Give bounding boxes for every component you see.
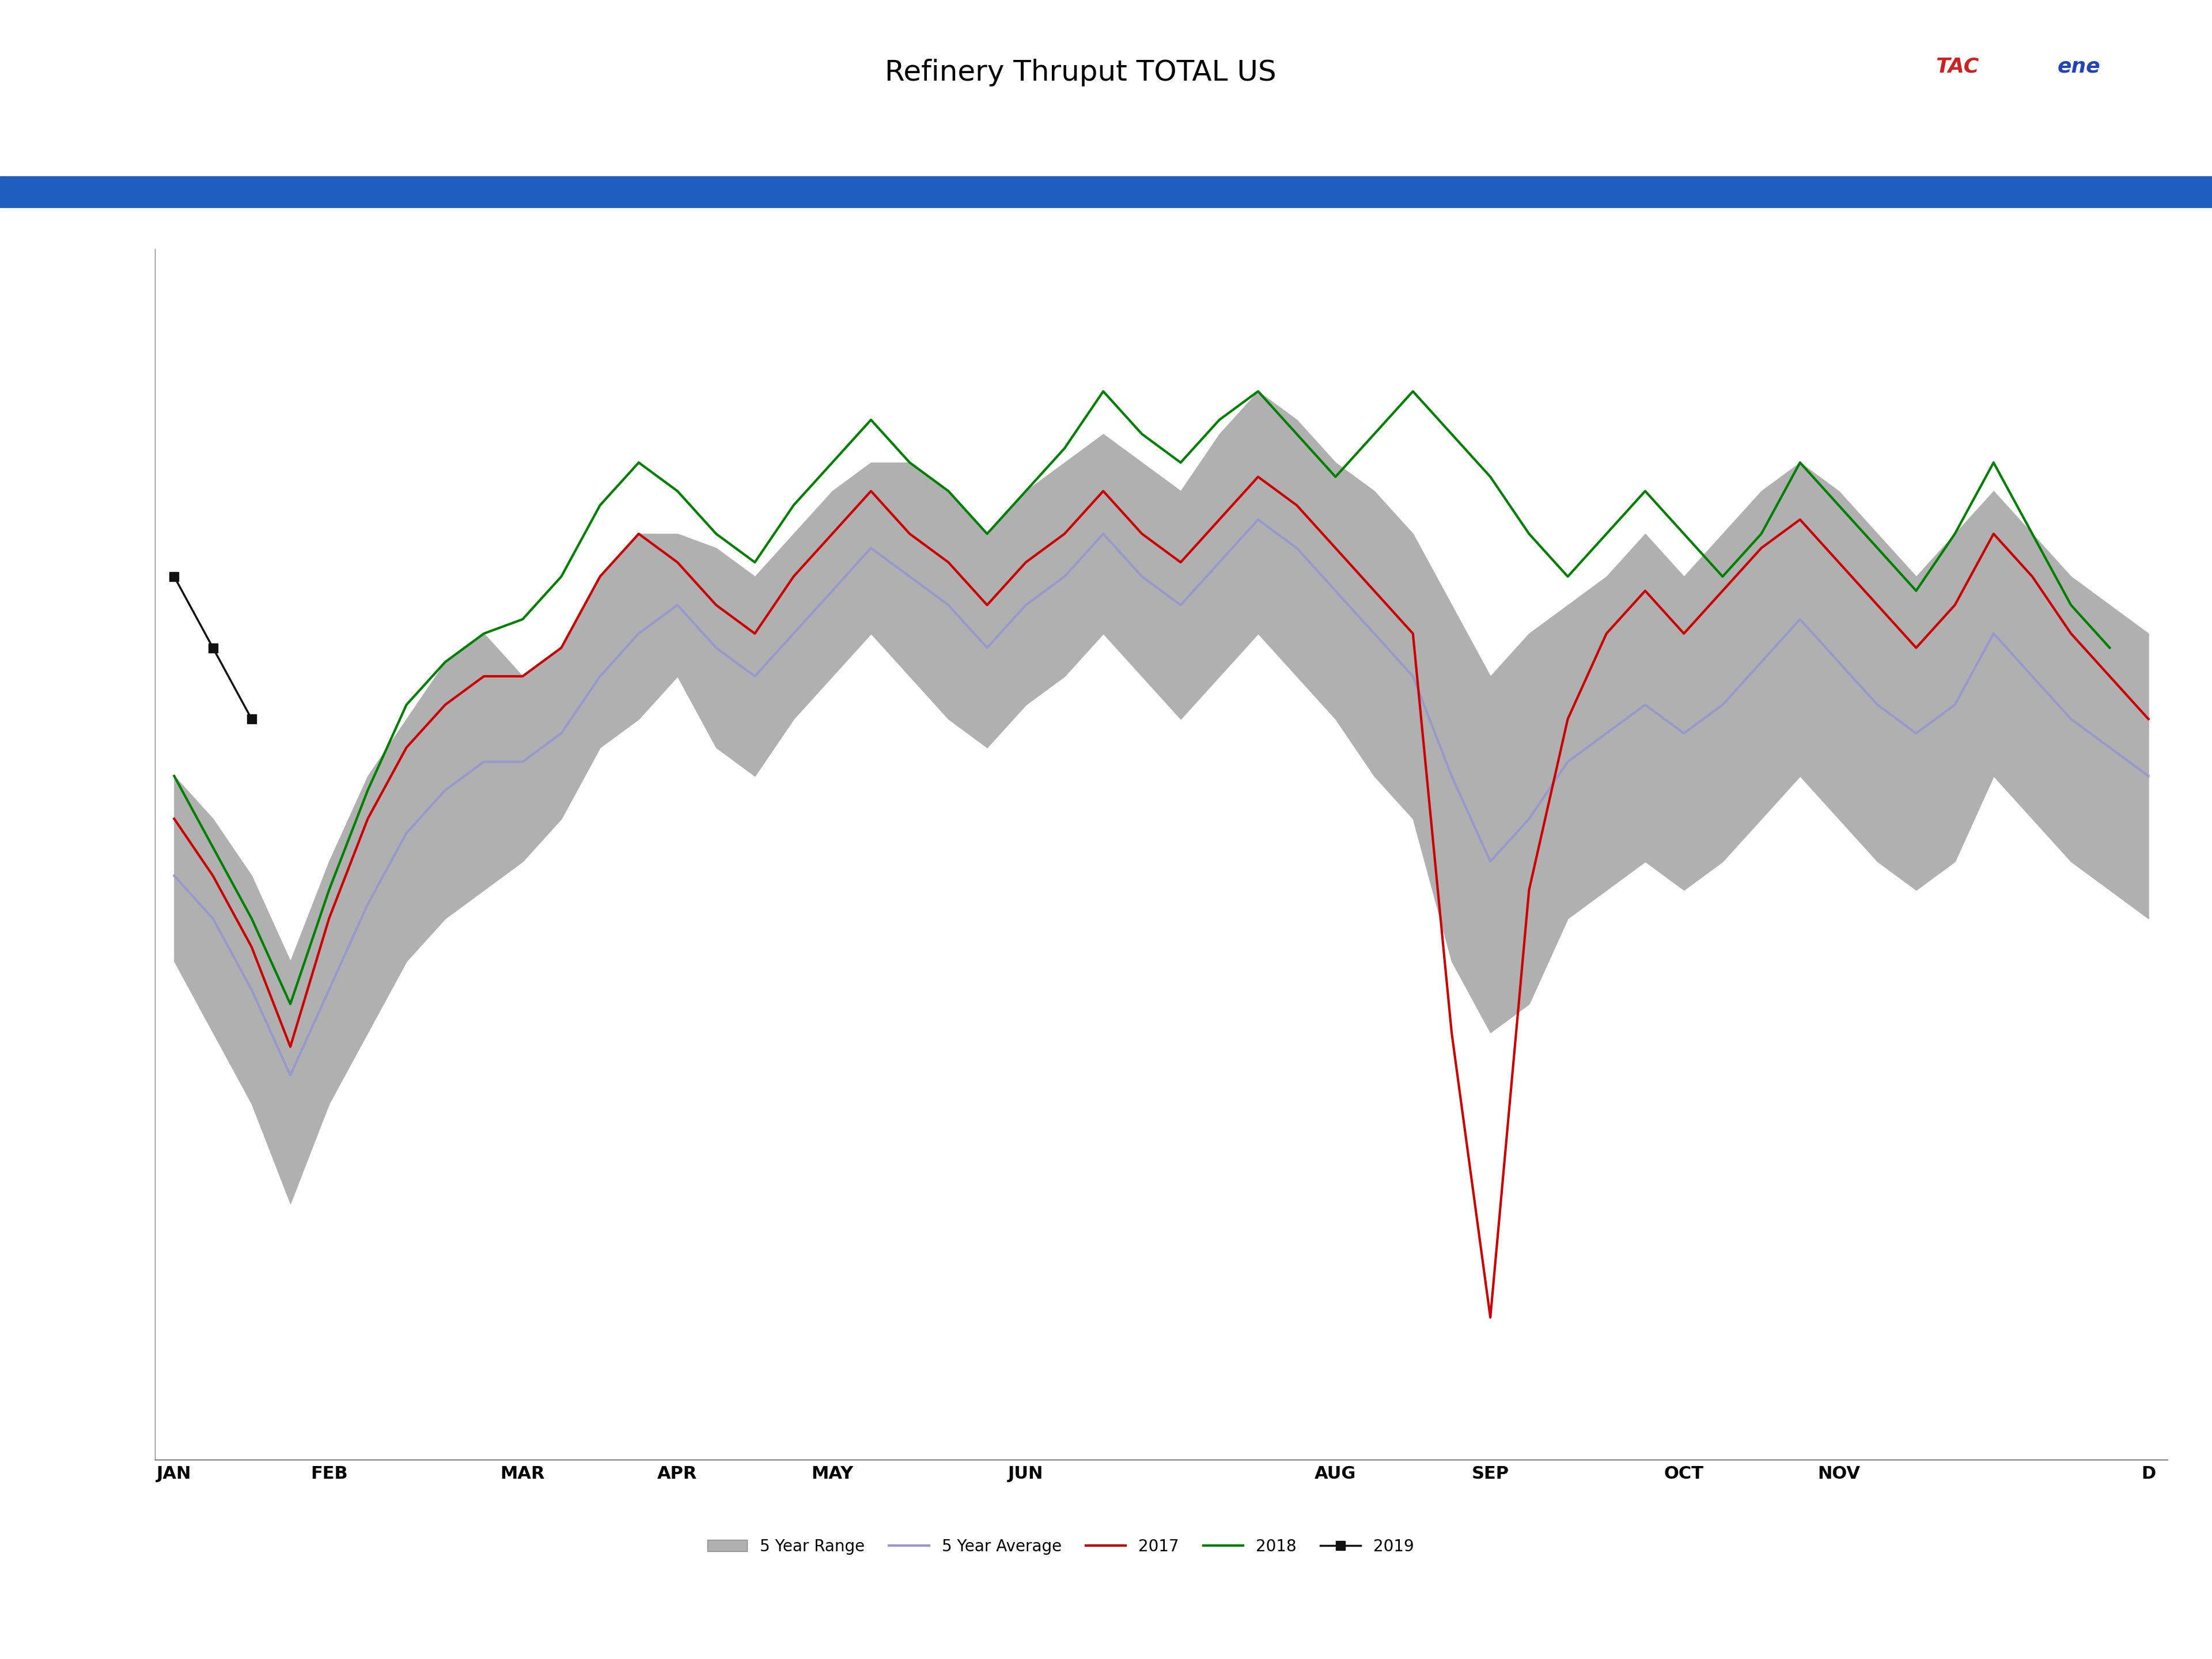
Text: Refinery Thruput TOTAL US: Refinery Thruput TOTAL US — [885, 58, 1276, 86]
Legend: 5 Year Range, 5 Year Average, 2017, 2018, 2019: 5 Year Range, 5 Year Average, 2017, 2018… — [701, 1531, 1420, 1561]
Text: TAC: TAC — [1936, 56, 1980, 76]
Text: ene: ene — [2057, 56, 2099, 76]
Bar — [0, 176, 2212, 207]
